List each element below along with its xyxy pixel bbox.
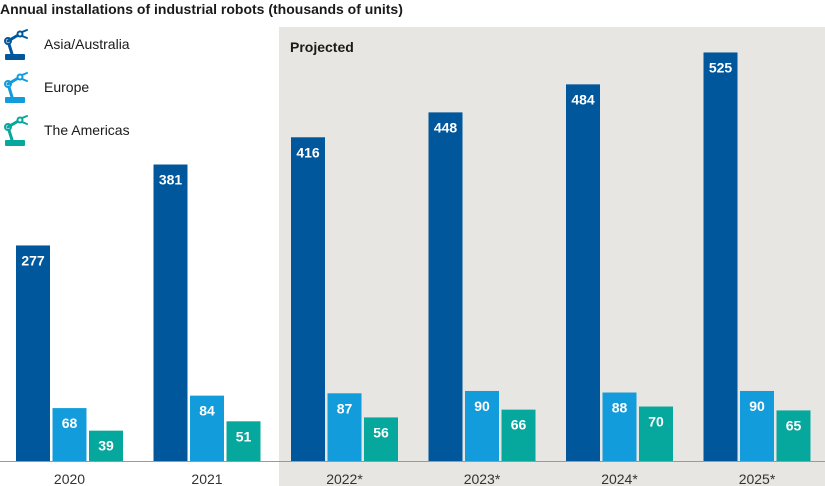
data-label-americas-0: 39 [98,438,114,454]
data-label-europe-1: 84 [199,403,215,419]
bar-europe-4 [602,392,637,461]
chart-title: Annual installations of industrial robot… [0,1,403,17]
data-label-asia-5: 525 [709,59,733,75]
robot-arm-icon [4,115,28,146]
legend-item-americas: The Americas [4,115,130,146]
bar-asia-2 [291,137,325,461]
data-label-asia-0: 277 [21,252,45,268]
bar-europe-3 [465,390,499,461]
bar-europe-0 [52,408,87,461]
bar-americas-2 [364,417,398,461]
bar-americas-0 [89,430,123,461]
bar-americas-5 [776,410,811,461]
x-tick-label: 2025* [739,471,776,486]
legend-label-asia: Asia/Australia [44,36,130,52]
data-label-americas-1: 51 [236,428,252,444]
robot-arm-icon [4,29,28,60]
bar-asia-5 [703,52,738,462]
legend-item-asia: Asia/Australia [4,29,130,60]
bar-americas-1 [226,421,261,461]
bar-europe-5 [740,390,774,461]
data-label-americas-2: 56 [373,424,389,440]
data-label-americas-4: 70 [648,414,664,430]
x-axis-ticks: 2020 2021 2022* 2023* 2024* 2025* [54,471,776,486]
legend: Asia/Australia Europe The Americas [4,29,130,146]
legend-label-europe: Europe [44,79,89,95]
legend-item-europe: Europe [4,72,89,103]
data-label-asia-2: 416 [296,144,320,160]
x-tick-label: 2020 [54,471,85,486]
bar-asia-1 [153,164,188,461]
x-tick-label: 2021 [191,471,222,486]
data-label-europe-2: 87 [337,400,353,416]
data-label-europe-5: 90 [749,398,765,414]
data-label-asia-4: 484 [571,91,595,107]
bar-europe-2 [327,393,362,461]
bar-americas-4 [639,406,673,461]
data-label-europe-3: 90 [474,398,490,414]
bar-asia-0 [16,245,50,461]
bars-group: 277 68 39 381 84 51 416 87 56 448 90 66 484 88 70 525 90… [16,52,811,462]
data-label-americas-3: 66 [511,417,527,433]
projected-label: Projected [290,39,354,55]
bar-asia-3 [428,112,463,461]
x-tick-label: 2024* [601,471,638,486]
bar-americas-3 [501,409,536,461]
x-tick-label: 2022* [326,471,363,486]
data-label-europe-4: 88 [612,400,628,416]
legend-label-americas: The Americas [44,122,130,138]
bar-europe-1 [190,395,224,461]
x-tick-label: 2023* [464,471,501,486]
bar-asia-4 [566,84,600,462]
data-label-asia-3: 448 [434,119,458,135]
robot-arm-icon [4,72,28,103]
data-label-asia-1: 381 [159,172,183,188]
data-label-americas-5: 65 [786,417,802,433]
data-label-europe-0: 68 [62,415,78,431]
